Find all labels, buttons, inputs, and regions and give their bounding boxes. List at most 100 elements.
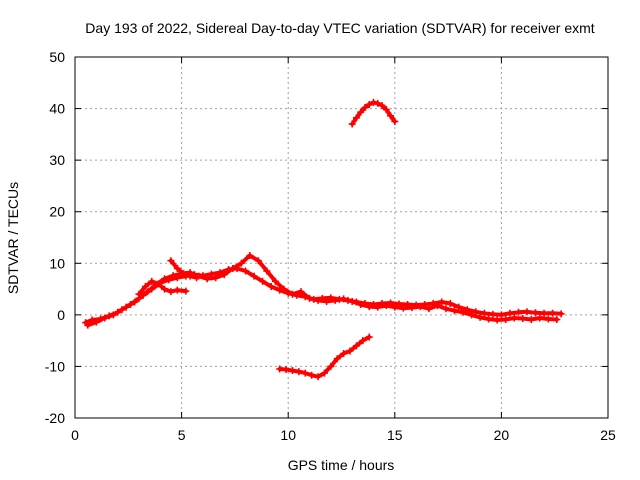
data-point	[433, 302, 441, 310]
data-point	[346, 347, 354, 355]
data-point	[161, 285, 169, 293]
data-point	[308, 371, 316, 379]
data-point	[246, 252, 254, 260]
data-point	[297, 288, 305, 296]
data-point	[357, 301, 365, 309]
data-point	[180, 270, 188, 278]
data-point	[425, 305, 433, 313]
data-point	[365, 100, 373, 108]
data-point	[549, 309, 557, 317]
data-point	[295, 368, 303, 376]
data-point	[301, 369, 309, 377]
data-point	[229, 264, 237, 272]
data-point	[480, 309, 488, 317]
y-tick-label: 50	[49, 49, 65, 65]
series-track-e	[276, 333, 373, 381]
data-point	[118, 306, 126, 314]
data-point	[540, 309, 548, 317]
data-point	[263, 267, 271, 275]
x-tick-label: 5	[178, 427, 186, 443]
data-point	[382, 302, 390, 310]
data-point	[84, 321, 92, 329]
data-point	[489, 310, 497, 318]
y-tick-label: 0	[57, 307, 65, 323]
data-point	[143, 288, 151, 296]
data-point	[288, 367, 296, 375]
data-point	[497, 311, 505, 319]
data-point	[365, 333, 373, 341]
x-tick-label: 20	[494, 427, 510, 443]
data-point	[387, 112, 395, 120]
data-point	[369, 98, 377, 106]
data-point	[254, 257, 262, 265]
series-track-f	[348, 98, 399, 128]
data-point	[314, 373, 322, 381]
y-tick-label: 40	[49, 101, 65, 117]
data-point	[237, 259, 245, 267]
data-point	[527, 315, 535, 323]
data-point	[259, 277, 267, 285]
x-tick-label: 10	[280, 427, 296, 443]
data-point	[357, 108, 365, 116]
x-axis-label: GPS time / hours	[288, 457, 395, 473]
x-tick-label: 25	[600, 427, 616, 443]
data-point	[361, 104, 369, 112]
data-point	[276, 365, 284, 373]
data-point	[340, 295, 348, 303]
data-point	[352, 114, 360, 122]
data-point	[450, 307, 458, 315]
data-point	[391, 117, 399, 125]
data-point	[455, 303, 463, 311]
y-tick-label: -10	[45, 358, 65, 374]
data-point	[382, 106, 390, 114]
x-tick-label: 0	[71, 427, 79, 443]
data-point	[506, 309, 514, 317]
data-point	[92, 318, 100, 326]
data-point	[288, 290, 296, 298]
data-point	[212, 274, 220, 282]
data-point	[476, 313, 484, 321]
data-point	[359, 337, 367, 345]
data-point	[519, 314, 527, 322]
data-point	[173, 286, 181, 294]
data-point	[220, 271, 228, 279]
data-point	[408, 304, 416, 312]
data-point	[280, 285, 288, 293]
chart-title: Day 193 of 2022, Sidereal Day-to-day VTE…	[85, 20, 594, 36]
data-point	[446, 300, 454, 308]
data-point	[182, 287, 190, 295]
series-track-c	[135, 277, 190, 298]
data-point	[502, 315, 510, 323]
data-point	[459, 308, 467, 316]
data-point	[514, 308, 522, 316]
data-point	[438, 298, 446, 306]
series-track-a	[82, 264, 565, 327]
data-point	[523, 308, 531, 316]
data-point	[154, 280, 162, 288]
data-point	[333, 355, 341, 363]
data-point	[167, 257, 175, 265]
data-point	[161, 275, 169, 283]
data-point	[193, 274, 201, 282]
data-point	[536, 314, 544, 322]
data-point	[167, 288, 175, 296]
data-point	[365, 303, 373, 311]
data-point	[348, 120, 356, 128]
x-tick-label: 15	[387, 427, 403, 443]
data-point	[135, 290, 143, 298]
data-point	[314, 296, 322, 304]
y-tick-label: -20	[45, 410, 65, 426]
data-point	[320, 369, 328, 377]
data-point	[141, 282, 149, 290]
data-point	[323, 297, 331, 305]
data-point	[399, 304, 407, 312]
y-tick-label: 10	[49, 255, 65, 271]
data-point	[485, 315, 493, 323]
data-point	[203, 275, 211, 283]
y-axis-label: SDTVAR / TECUs	[5, 182, 21, 294]
data-point	[173, 264, 181, 272]
y-tick-label: 30	[49, 152, 65, 168]
data-point	[109, 311, 117, 319]
data-point	[169, 272, 177, 280]
data-point	[126, 301, 134, 309]
